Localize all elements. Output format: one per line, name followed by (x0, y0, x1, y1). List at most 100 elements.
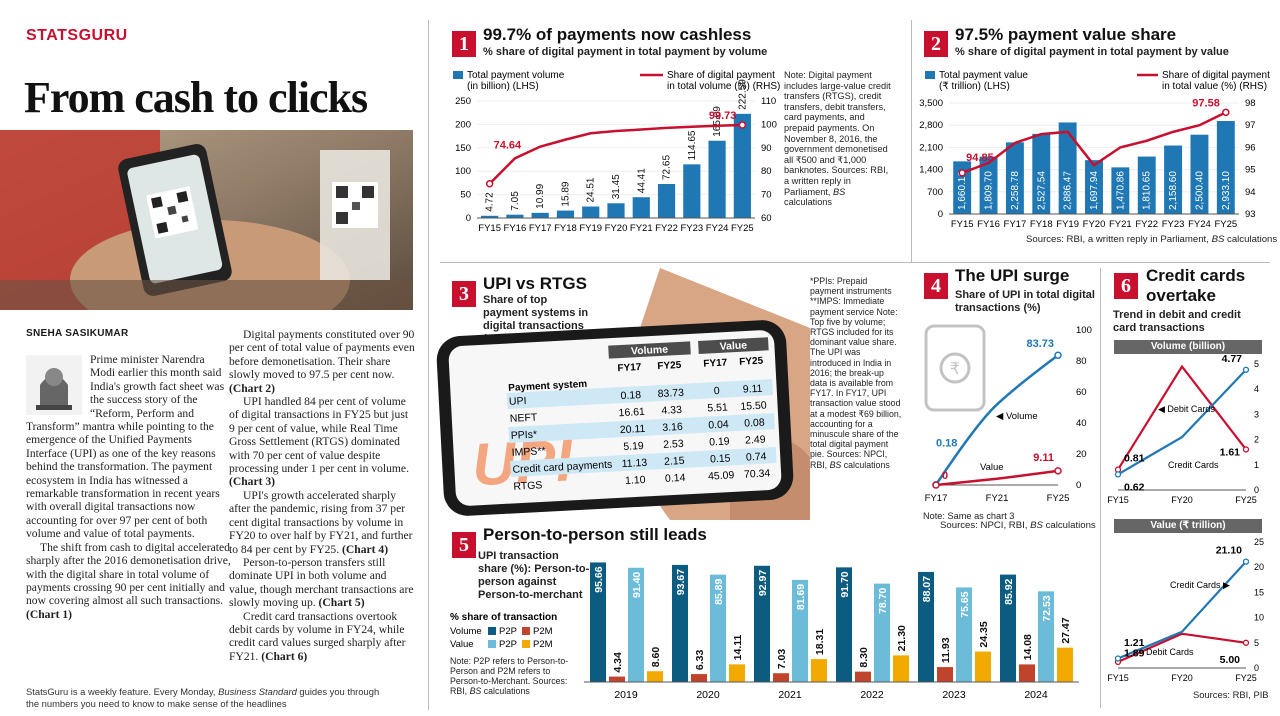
bar (556, 210, 575, 218)
chart6-value-svg: 0 5 10 15 20 25 FY15 FY20 FY25 1.21 5.00 1.89 21.10 D… (1107, 537, 1264, 683)
bar (1085, 160, 1103, 214)
table-vol-fy17: 16.61 (618, 406, 645, 419)
line-first-label: 94.85 (966, 152, 994, 164)
credit-series-label: Credit Cards ▶ (1170, 580, 1230, 590)
bar-value-label: 8.60 (650, 647, 662, 668)
chart5-legend-val-p2m: P2M (533, 639, 553, 650)
chart4-source-text: Sources: NPCI, RBI, (940, 520, 1028, 531)
bar-value-label: 91.70 (839, 571, 851, 597)
chart-left-tick: 100 (455, 166, 471, 177)
chart5-legend-val-p2p: P2P (499, 639, 517, 650)
table-row-name: PPIs* (510, 429, 537, 442)
footer-line2: the numbers you need to know to make sen… (26, 697, 287, 709)
credit-line (1117, 560, 1247, 660)
chart-left-tick: 1,400 (919, 165, 943, 176)
chart6-title: Credit cards (1146, 266, 1246, 285)
qr-payment-illustration (0, 130, 413, 310)
chart3-col-val-fy25: FY25 (739, 356, 764, 368)
bar (481, 215, 499, 218)
chart5-legend-value: Value (450, 639, 474, 650)
bar (979, 156, 998, 214)
bar-volume-p2m (1019, 664, 1035, 682)
bar-value-label: 10.99 (535, 183, 546, 208)
headline: From cash to clicks (24, 73, 368, 122)
bar (531, 212, 549, 218)
bar-value-label: 1,660.16 (957, 171, 968, 210)
chart2-svg: Total payment value (₹ trillion) (LHS) S… (919, 70, 1270, 230)
table-row-bg (506, 379, 774, 410)
bar (582, 206, 600, 218)
chart5-legend-vol-p2m: P2M (533, 626, 553, 637)
x-tick-label: FY20 (1083, 219, 1106, 230)
chart-right-tick: 70 (761, 190, 772, 201)
value-last-label: 9.11 (1033, 452, 1054, 464)
chart3-group-value: Value (719, 339, 747, 352)
chart3-title: UPI vs RTGS (483, 274, 587, 293)
volume-marker (1054, 351, 1062, 359)
x-tick-label: FY16 (504, 223, 527, 234)
bar-value-label: 21.30 (896, 625, 908, 651)
chart3-group-volume-bg (608, 341, 691, 359)
article-p4: UPI handled 84 per cent of volume of dig… (229, 395, 409, 476)
footer-note: StatsGuru is a weekly feature. Every Mon… (26, 686, 379, 709)
bar-volume-p2p (754, 565, 770, 682)
chart-right-tick: 96 (1245, 142, 1256, 153)
table-row-name: UPI (509, 395, 527, 408)
article-p3: Digital payments constituted over 90 per… (229, 328, 415, 382)
table-val-fy17: 5.51 (707, 401, 728, 414)
chart3-table: Volume Value FY17 FY25 FY17 FY25 Payment… (504, 333, 780, 502)
chart5-legend: % share of transaction Volume P2P P2M Va… (450, 612, 557, 650)
divider-4-6 (1100, 268, 1101, 708)
bar-value-p2p (628, 567, 644, 682)
bar-volume-p2m (855, 671, 871, 682)
chart1-number: 1 (452, 31, 476, 57)
credit-last-label: 4.77 (1222, 354, 1243, 365)
bar-value-label: 2,158.60 (1168, 171, 1179, 210)
bar (733, 113, 751, 218)
bar-value-label: 1,809.70 (984, 171, 995, 210)
x-tick-label: FY21 (986, 493, 1009, 504)
chart-left-tick: 150 (455, 143, 471, 154)
footer-pre: StatsGuru is a weekly feature. Every Mon… (26, 686, 219, 697)
chart-right-tick: 110 (761, 96, 776, 107)
article-p6-ref: (Chart 5) (318, 596, 365, 610)
credit-marker (1114, 655, 1122, 662)
bar-value-p2m (647, 671, 663, 682)
chart3-note-text: *PPIs: Prepaid payment instruments **IMP… (810, 276, 902, 470)
chart5-legend-title: % share of transaction (450, 612, 557, 623)
value-first-label: 0 (942, 470, 948, 482)
bar-value-p2p (1038, 591, 1054, 682)
debit-marker (1242, 639, 1250, 646)
kicker: STATSGURU (26, 27, 128, 44)
bar-value-label: 92.97 (757, 570, 769, 596)
credit-line (1117, 369, 1247, 476)
table-vol-fy25: 2.15 (664, 455, 685, 468)
bar (1190, 134, 1209, 214)
bar-value-label: 44.41 (636, 168, 647, 193)
chart1-note: Note: Digital payment includes large-val… (784, 70, 894, 208)
chart4-note: Note: Same as chart 3 (923, 511, 1015, 521)
bar-volume-p2m (609, 676, 625, 682)
bar (1032, 133, 1051, 214)
y-tick-label: 10 (1254, 613, 1264, 623)
volume-series-label: ◀ Volume (996, 411, 1038, 422)
bar-value-label: 114.65 (687, 130, 698, 160)
chart5-note-end: calculations (483, 686, 530, 696)
debit-line (1117, 632, 1247, 663)
bar-volume-p2p (672, 564, 688, 682)
chart-right-tick: 98 (1245, 98, 1256, 109)
chart1-note-text: Note: Digital payment includes large-val… (784, 70, 891, 197)
x-tick-label: FY20 (1171, 673, 1193, 683)
x-tick-label: 2020 (696, 689, 720, 701)
y-tick-label: 3 (1254, 409, 1259, 419)
bar-value-label: 14.11 (732, 635, 744, 661)
table-val-fy25: 2.49 (745, 434, 766, 447)
bar-value-label: 222.59 (737, 79, 748, 110)
bar-value-label: 2,527.54 (1036, 171, 1047, 210)
x-tick-label: FY20 (1171, 495, 1193, 505)
bar-value-label: 1,810.65 (1142, 171, 1153, 210)
bar-value-label: 1,697.94 (1089, 171, 1100, 210)
bar-value-label: 165.09 (712, 106, 723, 137)
credit-marker (1242, 558, 1250, 565)
chart-right-tick: 97 (1245, 120, 1256, 131)
